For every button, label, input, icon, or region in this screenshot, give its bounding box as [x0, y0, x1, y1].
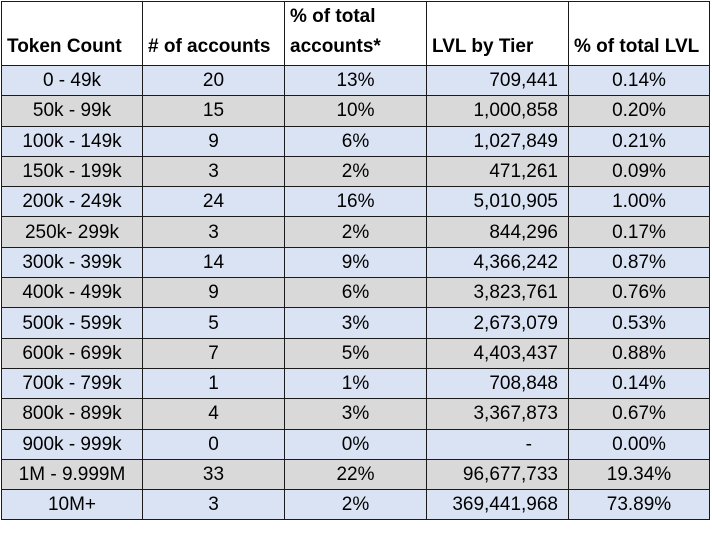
table-row: 900k - 999k 0 0% - 0.00%	[1, 428, 710, 460]
header-token-count: Token Count	[1, 1, 143, 66]
table-row: 0 - 49k 20 13% 709,441 0.14%	[1, 64, 710, 97]
cell-num-accounts: 0	[142, 428, 285, 460]
table-row: 50k - 99k 15 10% 1,000,858 0.20%	[1, 95, 710, 127]
table-row: 300k - 399k 14 9% 4,366,242 0.87%	[1, 246, 710, 279]
header-lvl-by-tier: LVL by Tier	[426, 1, 569, 66]
cell-pct-accounts: 2%	[284, 216, 427, 248]
table-row: 600k - 699k 7 5% 4,403,437 0.88%	[1, 337, 710, 369]
table-row: 10M+ 3 2% 369,441,968 73.89%	[1, 489, 710, 521]
cell-num-accounts: 15	[142, 95, 285, 127]
table-row: 100k - 149k 9 6% 1,027,849 0.21%	[1, 125, 710, 157]
cell-pct-lvl: 0.76%	[568, 277, 710, 309]
cell-lvl-by-tier: 2,673,079	[426, 307, 569, 339]
table-row: 800k - 899k 4 3% 3,367,873 0.67%	[1, 398, 710, 430]
cell-token-count: 50k - 99k	[1, 95, 143, 127]
table-row: 1M - 9.999M 33 22% 96,677,733 19.34%	[1, 458, 710, 491]
cell-token-count: 1M - 9.999M	[1, 458, 143, 491]
cell-token-count: 600k - 699k	[1, 337, 143, 369]
cell-lvl-by-tier: -	[426, 428, 569, 460]
header-num-accounts: # of accounts	[142, 1, 285, 66]
cell-pct-accounts: 1%	[284, 367, 427, 400]
cell-pct-lvl: 0.88%	[568, 337, 710, 369]
cell-pct-lvl: 1.00%	[568, 186, 710, 218]
cell-lvl-by-tier: 3,367,873	[426, 398, 569, 430]
cell-lvl-by-tier: 96,677,733	[426, 458, 569, 491]
cell-num-accounts: 9	[142, 277, 285, 309]
cell-pct-accounts: 13%	[284, 64, 427, 97]
cell-num-accounts: 14	[142, 246, 285, 279]
cell-token-count: 250k- 299k	[1, 216, 143, 248]
cell-pct-accounts: 3%	[284, 307, 427, 339]
cell-pct-lvl: 0.87%	[568, 246, 710, 279]
cell-token-count: 800k - 899k	[1, 398, 143, 430]
cell-lvl-by-tier: 708,848	[426, 367, 569, 400]
cell-pct-lvl: 0.21%	[568, 125, 710, 157]
cell-num-accounts: 20	[142, 64, 285, 97]
header-pct-accounts: % of total accounts*	[284, 1, 427, 66]
cell-lvl-by-tier: 1,000,858	[426, 95, 569, 127]
cell-num-accounts: 24	[142, 186, 285, 218]
cell-token-count: 200k - 249k	[1, 186, 143, 218]
table-row: 500k - 599k 5 3% 2,673,079 0.53%	[1, 307, 710, 339]
cell-pct-lvl: 0.20%	[568, 95, 710, 127]
cell-lvl-by-tier: 4,403,437	[426, 337, 569, 369]
cell-num-accounts: 1	[142, 367, 285, 400]
cell-pct-lvl: 0.53%	[568, 307, 710, 339]
cell-pct-accounts: 6%	[284, 125, 427, 157]
cell-token-count: 300k - 399k	[1, 246, 143, 279]
cell-token-count: 0 - 49k	[1, 64, 143, 97]
cell-pct-lvl: 0.14%	[568, 367, 710, 400]
cell-pct-accounts: 3%	[284, 398, 427, 430]
cell-token-count: 900k - 999k	[1, 428, 143, 460]
cell-pct-accounts: 6%	[284, 277, 427, 309]
cell-pct-lvl: 73.89%	[568, 489, 710, 521]
cell-pct-accounts: 9%	[284, 246, 427, 279]
cell-lvl-by-tier: 709,441	[426, 64, 569, 97]
table-row: 200k - 249k 24 16% 5,010,905 1.00%	[1, 186, 710, 218]
cell-token-count: 150k - 199k	[1, 155, 143, 188]
table-row: 700k - 799k 1 1% 708,848 0.14%	[1, 367, 710, 400]
cell-token-count: 10M+	[1, 489, 143, 521]
cell-pct-lvl: 0.67%	[568, 398, 710, 430]
cell-pct-lvl: 19.34%	[568, 458, 710, 491]
cell-pct-lvl: 0.17%	[568, 216, 710, 248]
cell-pct-accounts: 22%	[284, 458, 427, 491]
cell-pct-accounts: 2%	[284, 155, 427, 188]
cell-num-accounts: 33	[142, 458, 285, 491]
cell-pct-accounts: 5%	[284, 337, 427, 369]
cell-pct-lvl: 0.09%	[568, 155, 710, 188]
cell-lvl-by-tier: 4,366,242	[426, 246, 569, 279]
cell-pct-lvl: 0.00%	[568, 428, 710, 460]
cell-token-count: 700k - 799k	[1, 367, 143, 400]
cell-lvl-by-tier: 844,296	[426, 216, 569, 248]
cell-num-accounts: 3	[142, 216, 285, 248]
table-row: 150k - 199k 3 2% 471,261 0.09%	[1, 155, 710, 188]
cell-pct-accounts: 10%	[284, 95, 427, 127]
cell-lvl-by-tier: 369,441,968	[426, 489, 569, 521]
table-row: 250k- 299k 3 2% 844,296 0.17%	[1, 216, 710, 248]
cell-token-count: 100k - 149k	[1, 125, 143, 157]
cell-num-accounts: 4	[142, 398, 285, 430]
cell-num-accounts: 9	[142, 125, 285, 157]
cell-token-count: 400k - 499k	[1, 277, 143, 309]
cell-lvl-by-tier: 471,261	[426, 155, 569, 188]
cell-num-accounts: 3	[142, 489, 285, 521]
cell-token-count: 500k - 599k	[1, 307, 143, 339]
table-row: 400k - 499k 9 6% 3,823,761 0.76%	[1, 277, 710, 309]
token-tier-table: Token Count # of accounts % of total acc…	[1, 1, 710, 521]
cell-num-accounts: 7	[142, 337, 285, 369]
cell-lvl-by-tier: 1,027,849	[426, 125, 569, 157]
cell-pct-accounts: 16%	[284, 186, 427, 218]
cell-lvl-by-tier: 5,010,905	[426, 186, 569, 218]
header-pct-lvl: % of total LVL	[568, 1, 710, 66]
cell-pct-lvl: 0.14%	[568, 64, 710, 97]
header-row: Token Count # of accounts % of total acc…	[1, 1, 710, 66]
cell-num-accounts: 5	[142, 307, 285, 339]
cell-pct-accounts: 2%	[284, 489, 427, 521]
cell-lvl-by-tier: 3,823,761	[426, 277, 569, 309]
cell-pct-accounts: 0%	[284, 428, 427, 460]
cell-num-accounts: 3	[142, 155, 285, 188]
